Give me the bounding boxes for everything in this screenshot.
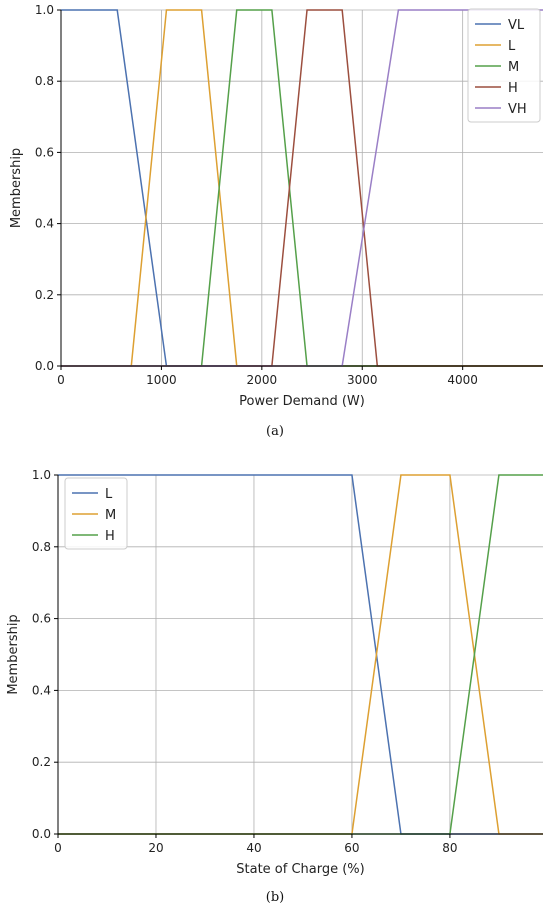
x-tick-label: 0 xyxy=(57,373,65,387)
series-line-l xyxy=(58,474,543,835)
y-tick-label: 1.0 xyxy=(32,468,51,482)
legend-label-l: L xyxy=(105,487,113,502)
x-tick-label: 3000 xyxy=(347,373,378,387)
y-axis-label: Membership xyxy=(6,614,21,694)
x-tick-label: 0 xyxy=(54,841,62,855)
legend-label-vh: VH xyxy=(508,102,527,117)
legend-label-m: M xyxy=(105,508,116,523)
legend: VL LMH VH xyxy=(467,8,541,123)
x-axis-label: State of Charge (%) xyxy=(236,862,364,877)
y-tick-label: 0.0 xyxy=(32,827,51,841)
y-tick-label: 0.2 xyxy=(35,288,54,302)
legend-box xyxy=(467,8,541,123)
series-line-h xyxy=(58,474,543,835)
y-tick-label: 0.4 xyxy=(35,217,54,231)
caption-b: (b) xyxy=(265,890,285,905)
x-tick-label: 80 xyxy=(442,841,457,855)
caption-a: (a) xyxy=(266,424,284,439)
y-tick-label: 0.8 xyxy=(32,540,51,554)
y-tick-label: 1.0 xyxy=(35,3,54,17)
y-tick-label: 0.8 xyxy=(35,74,54,88)
x-tick-label: 60 xyxy=(344,841,359,855)
x-tick-label: 1000 xyxy=(146,373,177,387)
y-axis-label: Membership xyxy=(9,148,24,228)
y-tick-label: 0.6 xyxy=(35,145,54,159)
y-tick-label: 0.0 xyxy=(35,359,54,373)
legend-label-h: H xyxy=(105,529,115,544)
x-tick-label: 2000 xyxy=(247,373,278,387)
series-line-m xyxy=(58,474,543,835)
legend-label-vl: VL xyxy=(508,18,525,33)
legend-label-m: M xyxy=(508,60,519,75)
y-tick-label: 0.2 xyxy=(32,755,51,769)
state-of-charge-chart: 0 20 40 60 80 0.0 0.2 0.4 0.6 0.8 1.0 State of Char… xyxy=(6,468,543,877)
y-tick-label: 0.4 xyxy=(32,683,51,697)
x-tick-label: 4000 xyxy=(447,373,478,387)
legend-label-h: H xyxy=(508,81,518,96)
legend: LMH xyxy=(64,477,128,550)
x-tick-label: 40 xyxy=(246,841,261,855)
power-demand-chart: 0 1000 2000 3000 4000 0.0 0.2 0.4 0.6 0.8 1.0 Power… xyxy=(9,3,543,409)
y-tick-label: 0.6 xyxy=(32,612,51,626)
grid xyxy=(57,474,543,835)
x-tick-label: 20 xyxy=(148,841,163,855)
x-axis-label: Power Demand (W) xyxy=(239,394,365,409)
legend-label-l: L xyxy=(508,39,516,54)
